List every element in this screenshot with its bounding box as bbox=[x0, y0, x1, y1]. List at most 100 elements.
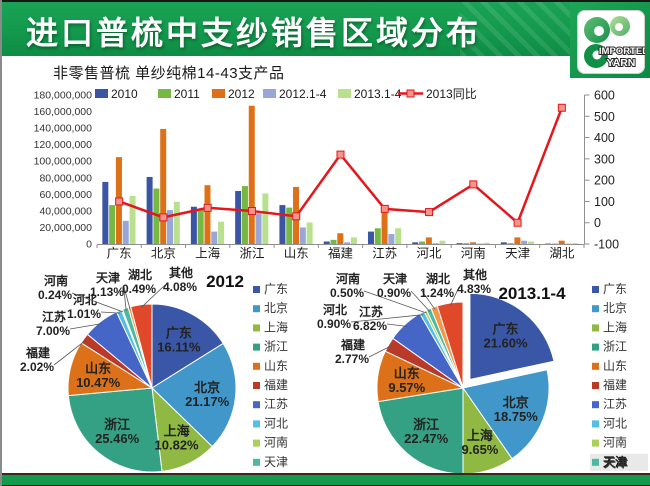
bar-2012 bbox=[425, 237, 432, 244]
yoy-line bbox=[118, 107, 564, 225]
pie-label-name: 天津 bbox=[96, 270, 120, 285]
bar-2010 bbox=[146, 176, 153, 244]
pie-legend-label: 广东 bbox=[603, 282, 627, 296]
pie-legend-swatch bbox=[592, 401, 599, 409]
pie-slice-浙江 bbox=[67, 387, 163, 473]
pie-legend-label: 天津 bbox=[264, 455, 288, 469]
pie-legend-label: 山东 bbox=[603, 359, 627, 373]
pie-label-pct: 0.90% bbox=[317, 317, 351, 331]
pie-label-pct: 10.82% bbox=[155, 438, 200, 453]
pie-legend-label: 北京 bbox=[603, 301, 627, 315]
legend-label: 2012.1-4 bbox=[279, 87, 327, 101]
secondary-axis-tick-label: 400 bbox=[594, 131, 615, 145]
bar-2012.1-4 bbox=[344, 242, 351, 244]
pie-label-name: 湖北 bbox=[426, 271, 450, 286]
pie-label-pct: 4.08% bbox=[163, 280, 197, 294]
pie-leader-line bbox=[71, 292, 124, 313]
imported-yarn-logo: IMPORTED YARN bbox=[577, 10, 650, 74]
slide-left-edge bbox=[0, 0, 2, 486]
pie-label-name: 其他 bbox=[169, 265, 193, 280]
pie-label-pct: 4.83% bbox=[457, 282, 491, 296]
bar-2013.1-4 bbox=[439, 240, 446, 244]
yoy-marker bbox=[557, 103, 566, 112]
bar-2011 bbox=[241, 186, 248, 244]
pie-label-name: 江苏 bbox=[359, 304, 383, 319]
bar-2013.1-4 bbox=[129, 195, 136, 244]
pie-leader-line bbox=[368, 345, 392, 358]
bar-2011 bbox=[330, 239, 337, 244]
pie-legend-label: 广东 bbox=[264, 282, 288, 296]
pie-legend-swatch bbox=[253, 343, 260, 351]
bar-2012 bbox=[337, 233, 344, 244]
pie-legend-label: 浙江 bbox=[264, 340, 288, 354]
pie-legend-swatch bbox=[592, 439, 599, 447]
bar-2012.1-4 bbox=[255, 213, 262, 244]
pie-leader-line bbox=[69, 323, 103, 330]
pie-label-name: 广东 bbox=[166, 326, 192, 341]
pie-legend-swatch bbox=[253, 324, 260, 332]
pie-label-pct: 0.49% bbox=[122, 282, 156, 296]
y-axis-tick-label: 60,000,000 bbox=[39, 189, 92, 201]
pie-label-name: 其他 bbox=[463, 267, 487, 282]
pie-legend-label: 天津 bbox=[603, 454, 627, 469]
yoy-marker bbox=[159, 213, 168, 222]
bar-2010 bbox=[323, 241, 330, 244]
bar-2012 bbox=[160, 128, 167, 244]
logo-clover-icon: IMPORTED YARN bbox=[584, 16, 650, 70]
pie-label-pct: 6.82% bbox=[353, 319, 387, 333]
pie-slice-广东 bbox=[151, 303, 224, 389]
legend-label: 2013.1-4 bbox=[354, 87, 402, 101]
logo-text-line2: YARN bbox=[607, 57, 636, 69]
bar-2011 bbox=[153, 188, 160, 244]
pie-legend-swatch bbox=[253, 458, 260, 466]
watermark-text: 天津 bbox=[604, 455, 628, 470]
bar-2013.1-4 bbox=[173, 201, 180, 244]
pie-label-pct: 9.57% bbox=[388, 380, 425, 395]
pie-title: 2012 bbox=[206, 272, 244, 291]
pie-label-name: 福建 bbox=[340, 337, 366, 352]
pie-label-name: 河北 bbox=[72, 292, 97, 307]
bar-2012 bbox=[204, 185, 211, 244]
pie-legend-swatch bbox=[253, 439, 260, 447]
y-axis-tick-label: 0 bbox=[86, 239, 92, 251]
pie-label-pct: 1.13% bbox=[90, 285, 124, 299]
yoy-marker bbox=[247, 207, 256, 216]
bar-2013.1-4 bbox=[483, 242, 490, 244]
pie-legend-label: 上海 bbox=[264, 319, 288, 334]
pie-legend-label: 上海 bbox=[603, 319, 627, 334]
pie-legend-swatch bbox=[592, 420, 599, 428]
pie-legend-swatch bbox=[592, 382, 599, 389]
yoy-marker bbox=[115, 197, 124, 206]
bar-2010 bbox=[235, 191, 242, 244]
pie-legend-label: 福建 bbox=[603, 377, 627, 392]
bar-2011 bbox=[419, 241, 426, 244]
pie-label-pct: 25.46% bbox=[95, 431, 140, 446]
pie-slice-广东 bbox=[469, 292, 555, 381]
yoy-marker bbox=[336, 150, 345, 159]
pie-label-name: 天津 bbox=[383, 271, 407, 286]
pie-legend-swatch bbox=[592, 305, 599, 313]
pie-label-pct: 1.24% bbox=[420, 286, 454, 300]
pie-slice-北京 bbox=[462, 369, 550, 460]
x-axis-category-label: 浙江 bbox=[239, 246, 264, 261]
pie-leader-line bbox=[123, 289, 127, 311]
pie-label-pct: 7.00% bbox=[36, 324, 70, 338]
pie-slice-其他 bbox=[130, 303, 153, 389]
bar-2013.1-4 bbox=[395, 228, 402, 244]
secondary-axis-tick-label: 500 bbox=[594, 110, 615, 124]
pie-label-pct: 0.24% bbox=[38, 288, 72, 302]
pie-label-pct: 9.65% bbox=[462, 442, 499, 457]
bar-2012.1-4 bbox=[432, 243, 439, 244]
pie-leader-line bbox=[421, 290, 436, 310]
bar-2012.1-4 bbox=[167, 210, 174, 244]
slide-top-edge bbox=[0, 0, 650, 2]
yoy-marker bbox=[292, 212, 301, 221]
pie-leader-line bbox=[123, 286, 131, 310]
legend-swatch bbox=[158, 89, 171, 98]
bar-2012 bbox=[248, 105, 255, 244]
pie-legend-swatch bbox=[253, 362, 260, 370]
bar-2010 bbox=[412, 242, 419, 244]
pie-label-pct: 18.75% bbox=[494, 409, 539, 424]
pie-legend-label: 北京 bbox=[264, 301, 288, 315]
pie-legend-swatch bbox=[253, 401, 260, 409]
